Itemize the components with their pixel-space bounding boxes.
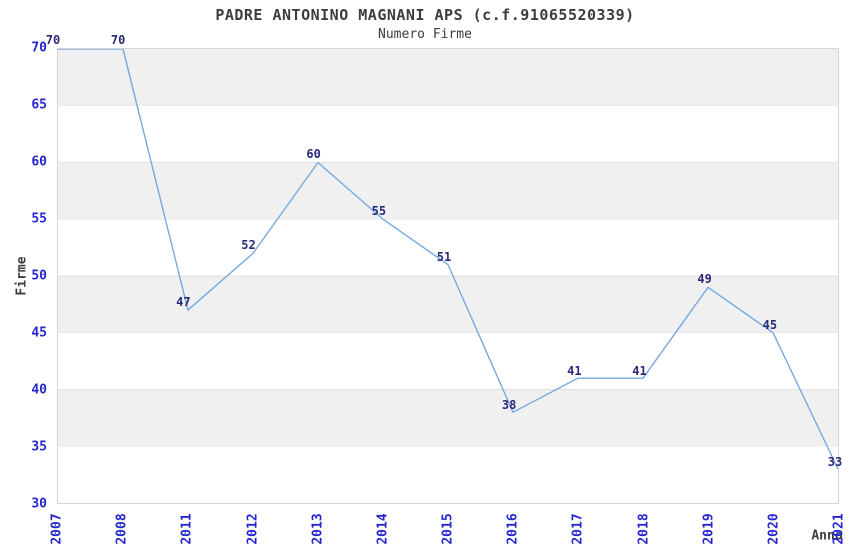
- data-point-label: 51: [436, 249, 452, 264]
- data-point-label: 41: [567, 363, 582, 378]
- x-tick-label: 2015: [440, 513, 456, 545]
- x-tick-label: 2013: [310, 513, 326, 545]
- data-line: [58, 49, 838, 470]
- x-tick-label: 2019: [701, 513, 717, 545]
- y-tick-label: 70: [31, 40, 47, 56]
- x-tick-label: 2012: [245, 513, 260, 545]
- x-tick-label: 2018: [636, 513, 651, 545]
- x-tick-label: 2016: [505, 513, 521, 545]
- data-point-label: 49: [697, 272, 712, 287]
- data-point-label: 70: [110, 33, 126, 47]
- plot-area: 70 70 47 52 60 55 51 38 41 41 49 45 33: [46, 34, 843, 504]
- x-tick-label: 2017: [570, 513, 586, 545]
- line-series-svg: [58, 49, 838, 470]
- data-point-label: 47: [176, 295, 191, 310]
- x-tick-label: 2021: [831, 513, 847, 545]
- data-point-label: 33: [827, 454, 843, 469]
- x-tick-label: 2020: [766, 513, 782, 545]
- data-point-label: 38: [501, 397, 517, 412]
- x-tick-label: 2011: [179, 513, 195, 545]
- y-tick-label: 40: [31, 382, 47, 398]
- x-tick-label: 2008: [114, 513, 130, 545]
- x-tick-label: 2007: [49, 513, 65, 545]
- y-tick-label: 45: [31, 325, 47, 341]
- plot-band: [58, 162, 838, 220]
- y-tick-label: 35: [31, 439, 47, 455]
- y-tick-label: 60: [31, 154, 47, 170]
- data-point-label: 70: [45, 33, 61, 47]
- y-tick-label: 50: [31, 268, 47, 284]
- chart-subtitle: Numero Firme: [378, 27, 472, 42]
- y-tick-label: 55: [31, 211, 47, 227]
- data-point-label: 55: [371, 204, 387, 218]
- plot-band: [58, 276, 838, 333]
- x-tick-label: 2014: [375, 513, 391, 545]
- plot-band: [58, 49, 838, 106]
- x-axis-title: Anno: [811, 528, 843, 544]
- plot-band: [58, 389, 838, 447]
- y-tick-label: 30: [31, 496, 47, 512]
- data-point-label: 52: [241, 238, 256, 253]
- data-point-label: 41: [632, 363, 647, 378]
- y-tick-label: 65: [31, 97, 47, 113]
- data-point-label: 60: [306, 147, 321, 161]
- data-point-label: 45: [762, 318, 778, 332]
- chart-title: PADRE ANTONINO MAGNANI APS (c.f.91065520…: [215, 6, 635, 24]
